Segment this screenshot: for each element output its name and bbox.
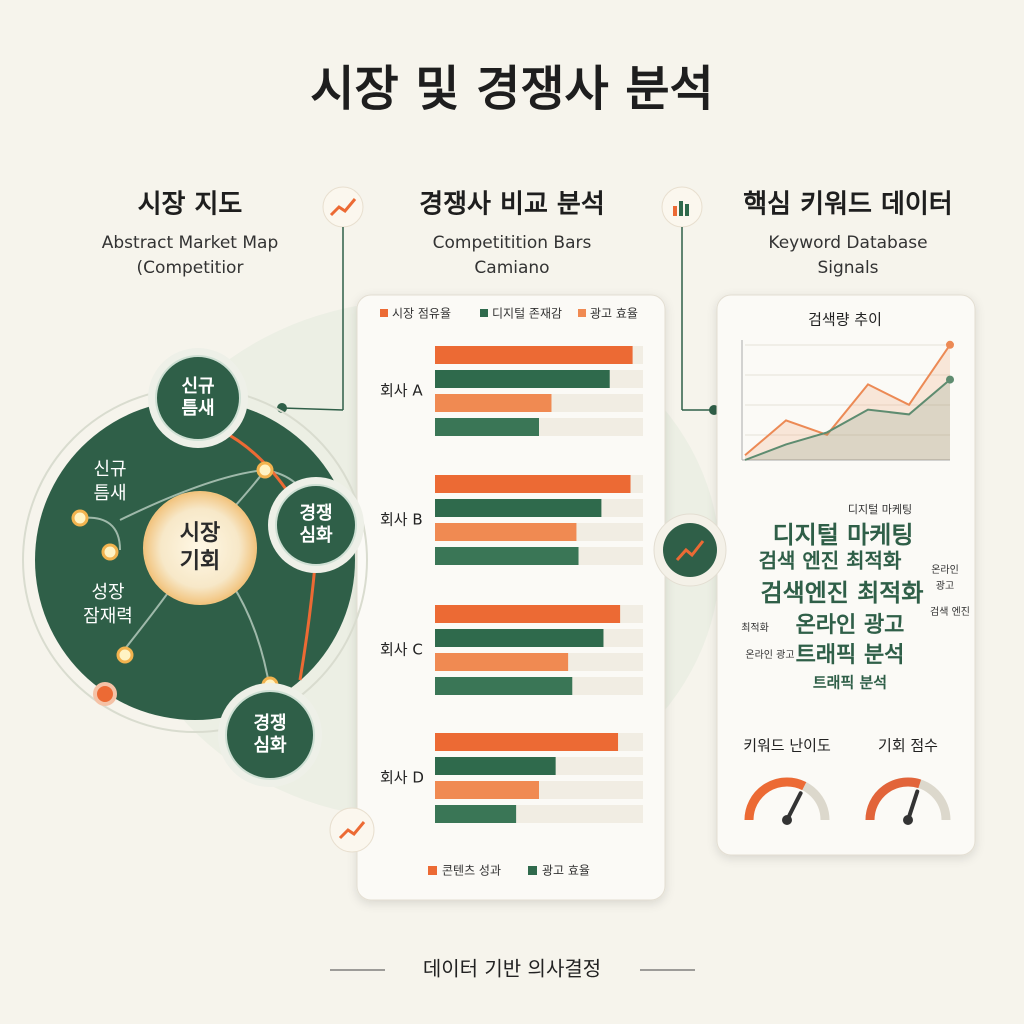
node-label: 경쟁 xyxy=(253,713,286,734)
category-label: 회사 D xyxy=(380,769,424,787)
bar xyxy=(435,346,633,364)
center-node xyxy=(143,491,257,605)
node xyxy=(225,690,315,780)
node xyxy=(155,355,241,441)
icon-badge xyxy=(663,523,717,577)
bar xyxy=(435,757,556,775)
end-point xyxy=(946,375,954,384)
node-label: 틈새 xyxy=(93,483,126,504)
column-subtitle: Abstract Market Map xyxy=(102,233,278,253)
footer-text: 데이터 기반 의사결정 xyxy=(423,957,601,981)
gauge-label: 키워드 난이도 xyxy=(743,737,831,755)
bar xyxy=(435,523,577,541)
bar xyxy=(435,547,579,565)
icon-badge xyxy=(329,807,375,853)
column-subtitle: (Competitior xyxy=(137,258,244,278)
column-heading: 시장 지도 xyxy=(138,190,243,220)
keyword: 온라인 광고 xyxy=(796,613,905,638)
bar xyxy=(435,805,517,823)
bar xyxy=(435,677,573,695)
gauge-hub xyxy=(782,815,792,825)
keyword: 온라인 xyxy=(931,564,959,576)
keyword: 온라인 광고 xyxy=(745,649,794,661)
legend-label: 광고 효율 xyxy=(542,864,590,878)
icon-badge xyxy=(661,186,719,415)
bar xyxy=(435,733,619,751)
connector xyxy=(298,564,317,681)
column-subtitle: Signals xyxy=(817,258,878,278)
node-label: 신규 xyxy=(181,376,214,397)
node-label: 심화 xyxy=(253,735,287,756)
node-label: 틈새 xyxy=(181,398,214,419)
node-label: 잠재력 xyxy=(83,606,133,627)
end-point xyxy=(946,340,954,349)
column-heading: 경쟁사 비교 분석 xyxy=(419,190,605,220)
node-label: 시장 xyxy=(180,521,220,546)
icon xyxy=(675,540,705,562)
legend-label: 시장 점유율 xyxy=(392,307,451,321)
gauge-label: 기회 점수 xyxy=(878,737,938,755)
glow-dot xyxy=(71,509,89,527)
node-label: 신규 xyxy=(93,459,126,480)
keyword: 검색엔진 최적화 xyxy=(761,579,924,607)
glow-dot xyxy=(116,646,134,664)
gauge-hub xyxy=(903,815,913,825)
keyword: 트래픽 분석 xyxy=(796,643,905,668)
glow-dot xyxy=(101,543,119,561)
node-label: 심화 xyxy=(299,525,333,546)
legend-swatch xyxy=(480,309,488,317)
gauge-fill xyxy=(744,777,807,821)
decor-dot xyxy=(93,682,117,706)
page-title: 시장 및 경쟁사 분석 xyxy=(310,61,713,117)
bar xyxy=(435,629,604,647)
glow-dot xyxy=(256,461,274,479)
bar xyxy=(435,418,539,436)
bar xyxy=(435,653,569,671)
keyword: 디지털 마케팅 xyxy=(848,503,912,516)
category-label: 회사 B xyxy=(380,511,423,529)
line xyxy=(744,378,951,461)
keyword: 검색 엔진 xyxy=(930,606,970,618)
line xyxy=(744,344,951,456)
legend-swatch xyxy=(528,866,537,875)
column-subtitle: Camiano xyxy=(474,258,549,278)
node-label: 기회 xyxy=(180,549,220,574)
bar xyxy=(435,370,610,388)
bar xyxy=(435,475,631,493)
legend-label: 광고 효율 xyxy=(590,307,638,321)
node-label: 경쟁 xyxy=(299,503,332,524)
node xyxy=(275,484,357,566)
keyword: 트래픽 분석 xyxy=(813,674,887,692)
icon-badge xyxy=(277,186,364,413)
column-subtitle: Keyword Database xyxy=(768,233,927,253)
keyword: 검색 엔진 최적화 xyxy=(759,549,902,573)
connector xyxy=(119,469,266,521)
node-label: 성장 xyxy=(91,582,124,603)
legend-label: 디지털 존재감 xyxy=(492,307,562,321)
column-heading: 핵심 키워드 데이터 xyxy=(743,190,952,220)
legend-label: 콘텐츠 성과 xyxy=(442,864,501,878)
bar xyxy=(435,394,552,412)
legend-swatch xyxy=(380,309,388,317)
legend-swatch xyxy=(428,866,437,875)
keyword: 최적화 xyxy=(741,622,769,634)
bar xyxy=(435,781,539,799)
gauge-fill xyxy=(865,777,922,821)
area xyxy=(745,344,950,460)
keyword: 디지털 마케팅 xyxy=(773,521,914,549)
column-subtitle: Competitition Bars xyxy=(433,233,592,253)
area xyxy=(745,379,950,460)
bar xyxy=(435,499,602,517)
legend-swatch xyxy=(578,309,586,317)
icon xyxy=(338,821,366,840)
category-label: 회사 A xyxy=(380,382,423,400)
category-label: 회사 C xyxy=(380,641,423,659)
bar xyxy=(435,605,621,623)
keyword: 광고 xyxy=(936,580,954,592)
chart-title: 검색량 추이 xyxy=(808,311,882,329)
